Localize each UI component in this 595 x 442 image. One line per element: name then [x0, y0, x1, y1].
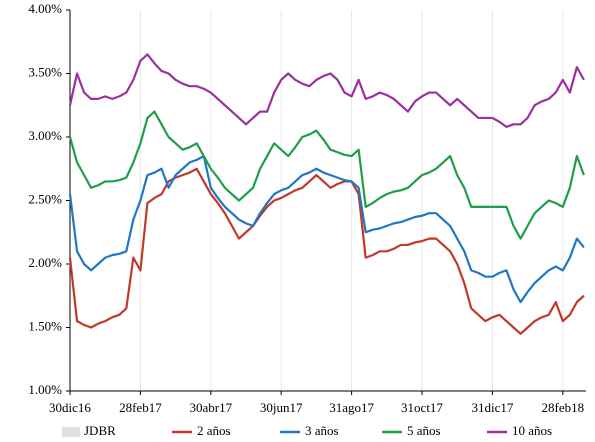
x-tick-label: 30jun17	[260, 400, 303, 415]
y-tick-label: 4.00%	[28, 1, 62, 16]
line-series	[68, 154, 585, 304]
y-tick-label: 3.50%	[28, 64, 62, 79]
legend-swatch	[62, 427, 80, 437]
y-tick-label: 2.50%	[28, 191, 62, 206]
line-series	[68, 167, 585, 335]
legend-label: 10 años	[512, 423, 552, 438]
y-tick-label: 2.00%	[28, 255, 62, 270]
x-tick-label: 31ago17	[329, 400, 374, 415]
legend-label: 3 años	[305, 423, 339, 438]
legend-label: 2 años	[197, 423, 231, 438]
x-tick-label: 30dic16	[49, 400, 91, 415]
x-tick-label: 31oct17	[401, 400, 443, 415]
x-tick-label: 28feb18	[541, 400, 584, 415]
x-tick-label: 31dic17	[471, 400, 513, 415]
x-tick-label: 28feb17	[119, 400, 162, 415]
line-series	[68, 110, 585, 240]
y-tick-label: 1.00%	[28, 382, 62, 397]
y-tick-label: 3.00%	[28, 128, 62, 143]
legend-label: JDBR	[84, 423, 116, 438]
legend-label: 5 años	[407, 423, 441, 438]
line-series	[68, 53, 585, 128]
x-tick-label: 30abr17	[189, 400, 232, 415]
y-tick-label: 1.50%	[28, 318, 62, 333]
